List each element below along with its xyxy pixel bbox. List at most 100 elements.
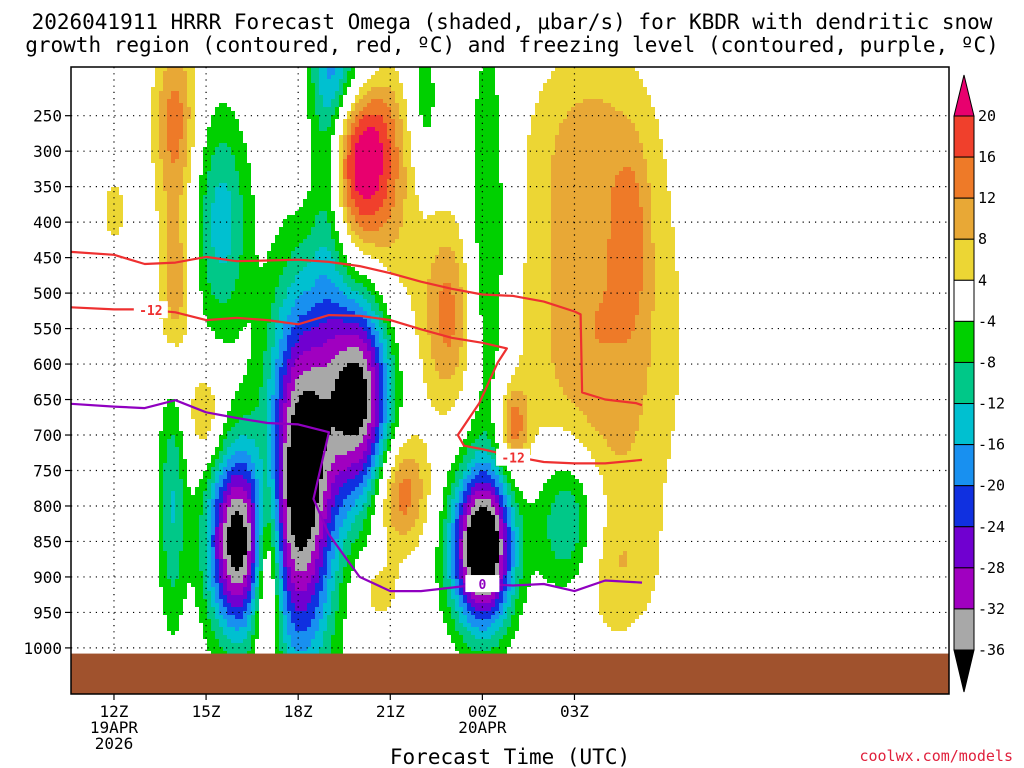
omega-cell bbox=[311, 211, 315, 215]
omega-cell bbox=[599, 239, 603, 243]
omega-cell bbox=[391, 267, 395, 271]
omega-cell bbox=[163, 191, 167, 195]
omega-cell bbox=[559, 251, 563, 255]
omega-cell bbox=[219, 131, 223, 135]
omega-cell bbox=[155, 199, 159, 203]
omega-cell bbox=[287, 223, 291, 227]
omega-cell bbox=[643, 175, 647, 179]
omega-cell bbox=[231, 243, 235, 247]
omega-cell bbox=[351, 167, 355, 171]
omega-cell bbox=[355, 159, 359, 163]
omega-cell bbox=[339, 99, 343, 103]
omega-cell bbox=[439, 275, 443, 279]
omega-cell bbox=[479, 103, 483, 107]
omega-cell bbox=[575, 211, 579, 215]
omega-cell bbox=[559, 271, 563, 275]
omega-cell bbox=[159, 267, 163, 271]
omega-cell bbox=[291, 227, 295, 231]
omega-cell bbox=[539, 235, 543, 239]
omega-cell bbox=[159, 75, 163, 79]
omega-cell bbox=[311, 171, 315, 175]
omega-cell bbox=[603, 207, 607, 211]
omega-cell bbox=[571, 267, 575, 271]
omega-cell bbox=[371, 243, 375, 247]
omega-cell bbox=[187, 151, 191, 155]
omega-cell bbox=[567, 91, 571, 95]
omega-cell bbox=[167, 79, 171, 83]
omega-cell bbox=[359, 167, 363, 171]
omega-cell bbox=[383, 227, 387, 231]
omega-cell bbox=[579, 123, 583, 127]
omega-cell bbox=[391, 195, 395, 199]
omega-cell bbox=[487, 119, 491, 123]
omega-cell bbox=[567, 83, 571, 87]
omega-cell bbox=[579, 271, 583, 275]
omega-cell bbox=[495, 99, 499, 103]
omega-cell bbox=[639, 123, 643, 127]
omega-cell bbox=[167, 131, 171, 135]
omega-cell bbox=[531, 227, 535, 231]
omega-cell bbox=[547, 227, 551, 231]
omega-cell bbox=[203, 279, 207, 283]
omega-cell bbox=[599, 91, 603, 95]
omega-cell bbox=[387, 211, 391, 215]
omega-cell bbox=[495, 211, 499, 215]
omega-cell bbox=[155, 147, 159, 151]
omega-cell bbox=[179, 179, 183, 183]
omega-cell bbox=[495, 151, 499, 155]
omega-cell bbox=[311, 287, 315, 291]
omega-cell bbox=[407, 251, 411, 255]
omega-cell bbox=[235, 243, 239, 247]
omega-cell bbox=[555, 131, 559, 135]
omega-cell bbox=[375, 131, 379, 135]
omega-cell bbox=[559, 235, 563, 239]
omega-cell bbox=[183, 247, 187, 251]
omega-cell bbox=[635, 123, 639, 127]
omega-cell bbox=[623, 139, 627, 143]
omega-cell bbox=[167, 207, 171, 211]
omega-cell bbox=[191, 95, 195, 99]
omega-cell bbox=[627, 127, 631, 131]
omega-cell bbox=[343, 147, 347, 151]
omega-cell bbox=[547, 127, 551, 131]
omega-cell bbox=[619, 219, 623, 223]
omega-cell bbox=[491, 123, 495, 127]
omega-cell bbox=[571, 187, 575, 191]
omega-cell bbox=[163, 119, 167, 123]
omega-cell bbox=[631, 163, 635, 167]
omega-cell bbox=[339, 139, 343, 143]
omega-cell bbox=[391, 143, 395, 147]
omega-cell bbox=[671, 259, 675, 263]
omega-cell bbox=[607, 267, 611, 271]
omega-cell bbox=[623, 127, 627, 131]
omega-cell bbox=[323, 275, 327, 279]
omega-cell bbox=[235, 139, 239, 143]
omega-cell bbox=[551, 267, 555, 271]
omega-cell bbox=[559, 99, 563, 103]
omega-cell bbox=[407, 247, 411, 251]
omega-cell bbox=[335, 231, 339, 235]
omega-cell bbox=[335, 267, 339, 271]
omega-cell bbox=[391, 219, 395, 223]
omega-cell bbox=[571, 263, 575, 267]
omega-cell bbox=[555, 167, 559, 171]
omega-cell bbox=[167, 239, 171, 243]
omega-cell bbox=[607, 247, 611, 251]
omega-cell bbox=[307, 267, 311, 271]
omega-cell bbox=[547, 115, 551, 119]
omega-cell bbox=[363, 87, 367, 91]
omega-cell bbox=[595, 159, 599, 163]
omega-cell bbox=[623, 143, 627, 147]
omega-cell bbox=[563, 235, 567, 239]
omega-cell bbox=[203, 191, 207, 195]
omega-cell bbox=[403, 191, 407, 195]
omega-cell bbox=[119, 203, 123, 207]
omega-cell bbox=[331, 215, 335, 219]
omega-cell bbox=[159, 131, 163, 135]
omega-cell bbox=[243, 227, 247, 231]
omega-cell bbox=[627, 187, 631, 191]
omega-cell bbox=[167, 279, 171, 283]
omega-cell bbox=[175, 79, 179, 83]
omega-cell bbox=[495, 251, 499, 255]
omega-cell bbox=[487, 175, 491, 179]
